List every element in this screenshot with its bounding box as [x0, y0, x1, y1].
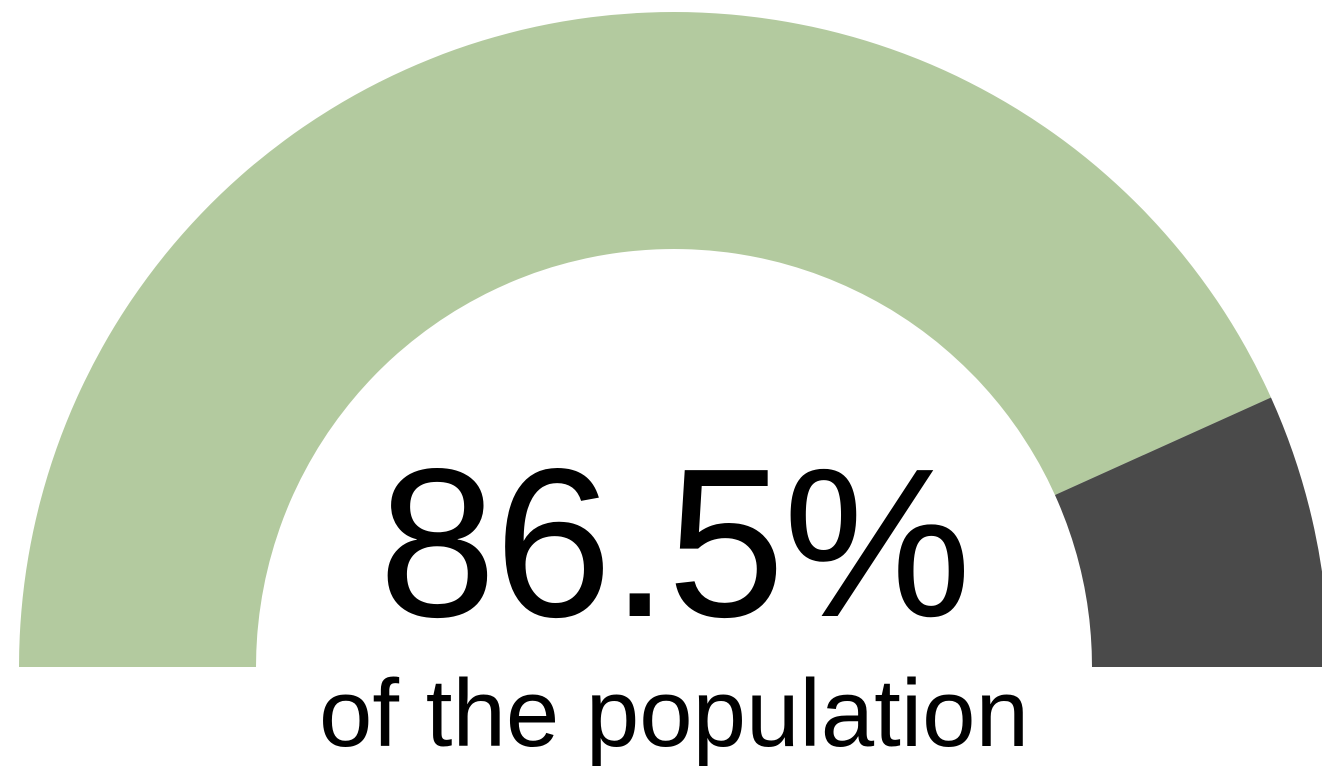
gauge-segment-remaining [1054, 397, 1322, 667]
gauge-segment-filled [19, 12, 1271, 668]
gauge-arcs [19, 12, 1322, 668]
gauge-caption-label: of the population [319, 660, 1029, 767]
gauge-value-label: 86.5% [378, 424, 969, 661]
